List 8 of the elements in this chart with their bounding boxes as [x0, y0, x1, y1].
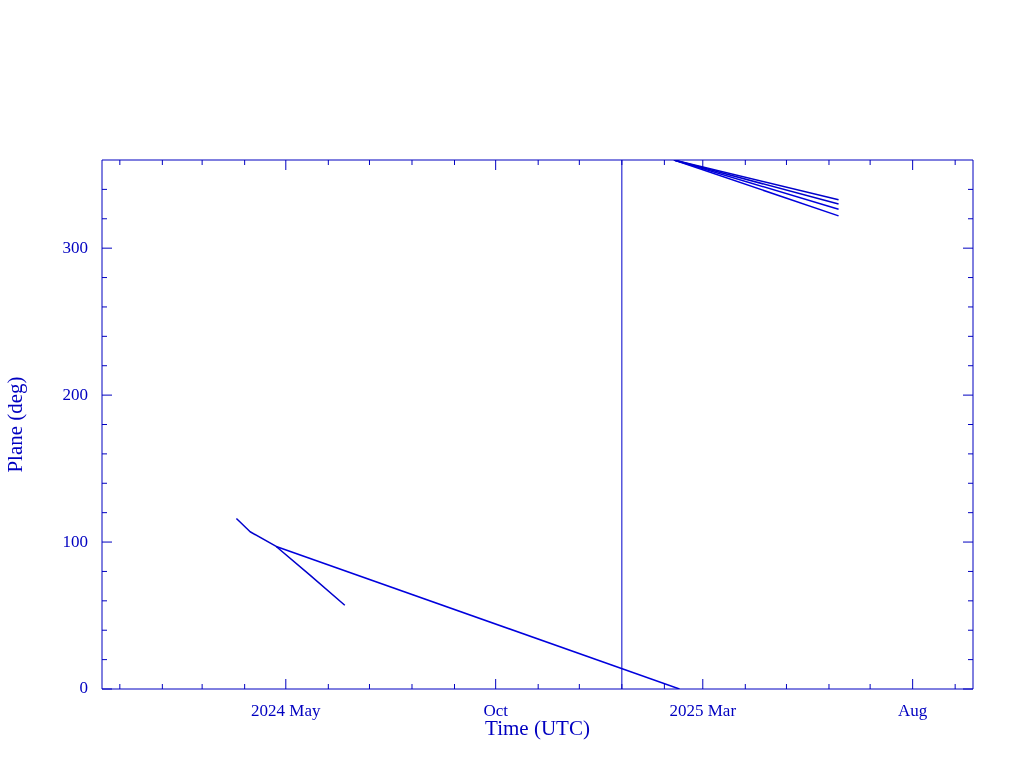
y-tick-label: 100 — [62, 531, 88, 551]
y-tick-label: 200 — [62, 384, 88, 404]
x-tick-label: 2024 May — [251, 700, 321, 720]
x-tick-label: Aug — [898, 700, 928, 720]
y-axis-title: Plane (deg) — [3, 376, 28, 473]
y-tick-label: 0 — [79, 678, 88, 698]
x-tick-label: 2025 Mar — [669, 700, 737, 720]
y-tick-label: 300 — [62, 237, 88, 257]
